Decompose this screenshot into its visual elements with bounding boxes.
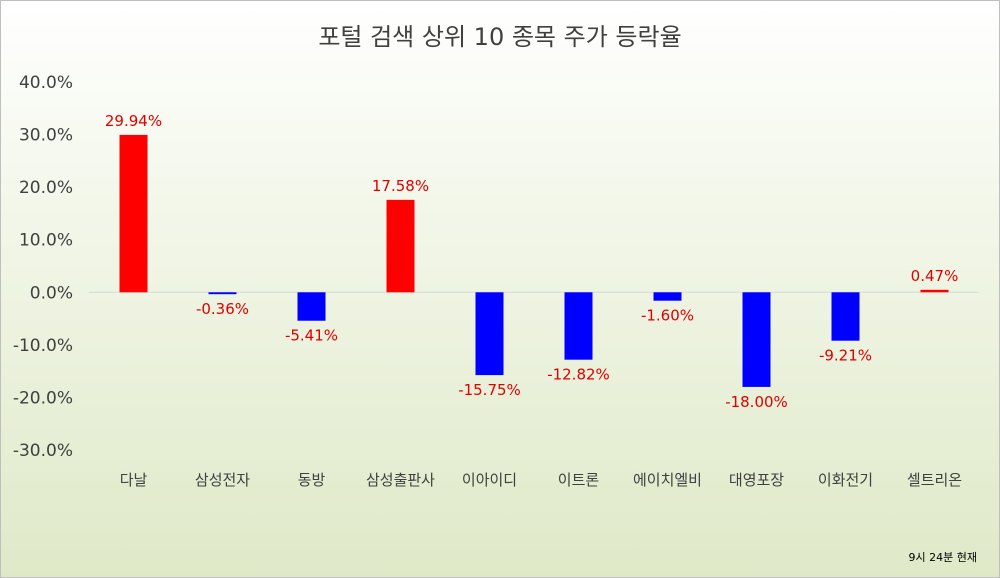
y-tick-label: -20.0%: [13, 388, 73, 408]
category-label: 동방: [298, 471, 326, 489]
bar: [297, 292, 326, 321]
bar: [653, 292, 682, 301]
bar: [742, 292, 771, 387]
y-tick-label: 10.0%: [19, 231, 73, 251]
data-labels: 29.94% -0.36% -5.41% 17.58% -15.75% -12.82% -1…: [105, 112, 958, 411]
bar: [920, 289, 949, 293]
category-label: 이트론: [558, 471, 600, 489]
bar: [208, 292, 237, 295]
chart-title: 포털 검색 상위 10 종목 주가 등락율: [318, 23, 681, 51]
category-label: 삼성전자: [195, 471, 250, 489]
y-tick-label: 20.0%: [19, 178, 73, 198]
bar: [119, 134, 148, 293]
category-label: 이화전기: [818, 471, 873, 489]
data-label: -9.21%: [819, 347, 872, 365]
data-label: -18.00%: [725, 393, 788, 411]
data-label: -12.82%: [547, 366, 610, 384]
category-label: 이아이디: [462, 471, 517, 489]
y-tick-label: 30.0%: [19, 126, 73, 146]
category-label: 셀트리온: [907, 471, 962, 489]
bar: [831, 292, 860, 341]
category-label: 다날: [120, 471, 148, 489]
data-label: -0.36%: [196, 300, 249, 318]
data-label: -15.75%: [458, 381, 521, 399]
bar: [564, 292, 593, 360]
y-tick-label: 0.0%: [30, 283, 73, 303]
data-label: -5.41%: [285, 327, 338, 345]
bar: [386, 199, 415, 293]
data-label: -1.60%: [641, 307, 694, 325]
y-tick-label: -10.0%: [13, 336, 73, 356]
data-label: 17.58%: [372, 177, 429, 195]
y-tick-label: -30.0%: [13, 441, 73, 461]
x-axis-labels: 다날 삼성전자 동방 삼성출판사 이아이디 이트론 에이치엘비 대영포장 이화전기 셀트리온: [120, 471, 962, 489]
y-tick-label: 40.0%: [19, 73, 73, 93]
bars: [119, 134, 949, 387]
y-axis-ticks: 40.0% 30.0% 20.0% 10.0% 0.0% -10.0% -20.0% -30.…: [13, 73, 73, 461]
category-label: 에이치엘비: [633, 471, 702, 489]
data-label: 29.94%: [105, 112, 162, 130]
data-label: 0.47%: [911, 267, 959, 285]
category-label: 삼성출판사: [366, 471, 435, 489]
bar: [475, 292, 504, 376]
category-label: 대영포장: [729, 471, 784, 489]
timestamp-note: 9시 24분 현재: [908, 551, 977, 564]
